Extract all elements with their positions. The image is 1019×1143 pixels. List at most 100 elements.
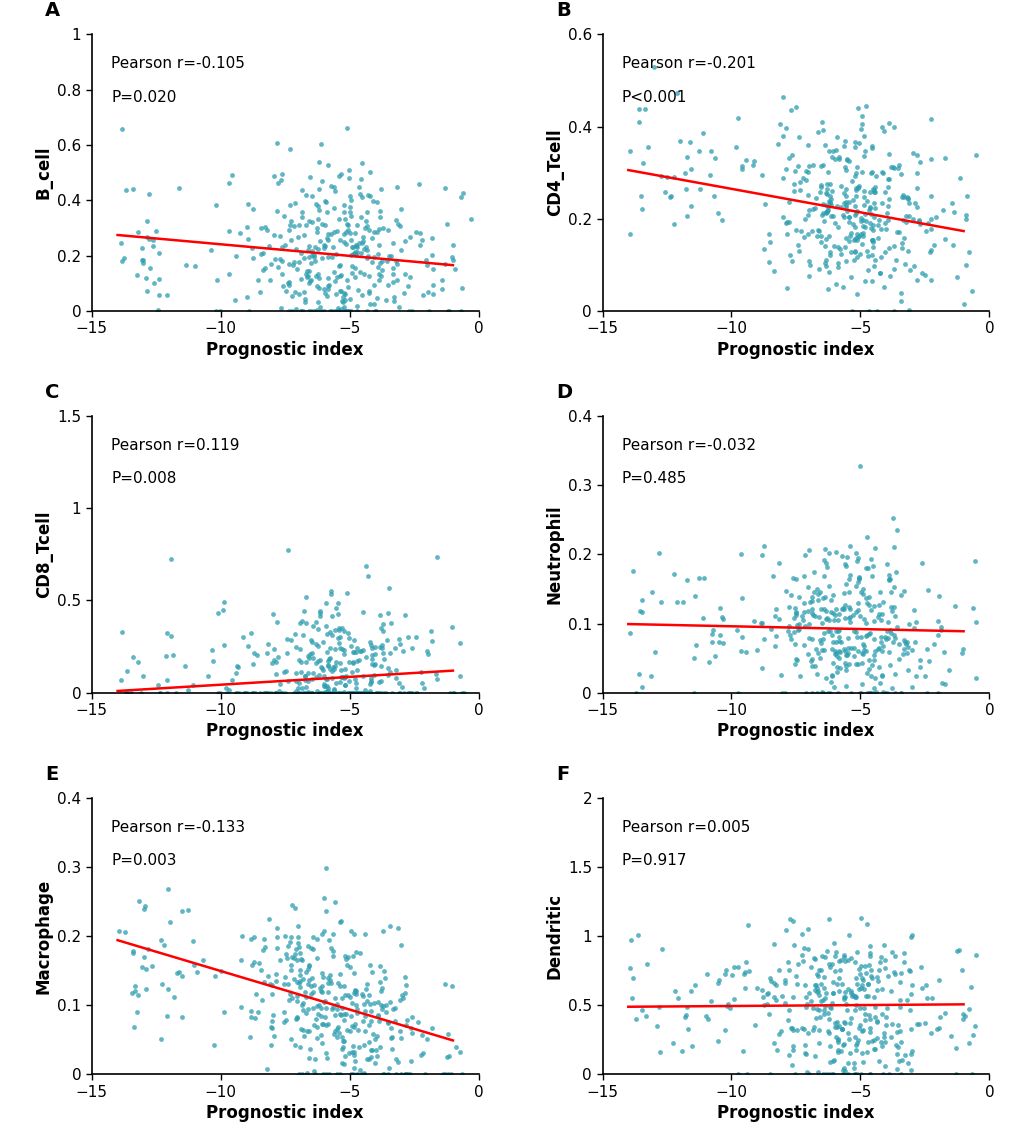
Point [773,988,790,1006]
Point [316,888,332,906]
Point [424,246,440,264]
Point [186,956,203,974]
Point [124,648,141,666]
Point [783,630,799,648]
Point [285,684,302,702]
Point [854,210,870,229]
Point [328,267,344,286]
Point [355,602,371,621]
Point [810,960,826,978]
Point [876,1016,893,1034]
Point [316,676,332,694]
Point [137,948,153,966]
Point [850,960,866,978]
Point [243,624,259,642]
Point [633,678,649,696]
Point [284,256,301,274]
Point [830,628,847,646]
Point [840,1024,856,1042]
Point [865,669,881,687]
Point [901,961,917,980]
Point [341,161,358,179]
Point [699,965,715,983]
Point [879,569,896,588]
Point [273,165,289,183]
Point [797,684,813,702]
Point [674,593,690,612]
Point [872,219,889,238]
Point [868,1029,884,1047]
Point [793,222,809,240]
Point [822,666,839,685]
Point [919,214,935,232]
Point [351,233,367,251]
Point [827,1013,844,1031]
Point [343,264,360,282]
Point [346,267,363,286]
Point [317,283,333,302]
Point [353,642,369,661]
Point [918,684,934,702]
Point [336,669,353,687]
Point [622,959,638,977]
Point [298,1004,314,1022]
Point [252,684,268,702]
Point [246,644,262,662]
Point [944,193,960,211]
Point [804,606,820,624]
Point [384,259,400,278]
Text: C: C [45,383,60,402]
Point [633,591,649,609]
Point [817,602,834,621]
Point [839,1054,855,1072]
Point [374,980,390,998]
Point [812,634,828,653]
Point [266,250,282,269]
Point [239,230,256,248]
Point [374,615,390,633]
Point [804,155,820,174]
Point [810,985,826,1004]
Point [837,557,853,575]
Point [847,178,863,197]
Point [353,684,369,702]
Point [277,945,293,964]
Point [838,186,854,205]
Point [310,153,326,171]
Point [884,259,901,278]
Point [258,684,274,702]
Point [963,1065,979,1084]
Point [862,163,878,182]
Point [963,282,979,301]
Point [126,1017,143,1036]
Point [847,1001,863,1020]
Point [711,599,728,617]
Point [679,572,695,590]
Point [622,624,638,642]
Point [858,916,874,934]
Point [683,197,699,215]
Point [259,1060,275,1078]
Point [679,998,695,1016]
Point [699,1009,715,1028]
Point [899,190,915,208]
Point [451,634,468,653]
Point [287,193,304,211]
Point [829,622,846,640]
Point [814,1065,830,1084]
Point [785,1041,801,1060]
Point [808,227,824,246]
Point [325,684,341,702]
Point [862,218,878,237]
Point [863,216,879,234]
Point [113,120,129,138]
Point [370,673,386,692]
Point [782,101,798,119]
Point [753,658,769,677]
Point [382,993,398,1012]
Point [292,243,309,262]
Point [882,982,899,1000]
Point [891,1022,907,1040]
Point [140,940,156,958]
Point [821,998,838,1016]
